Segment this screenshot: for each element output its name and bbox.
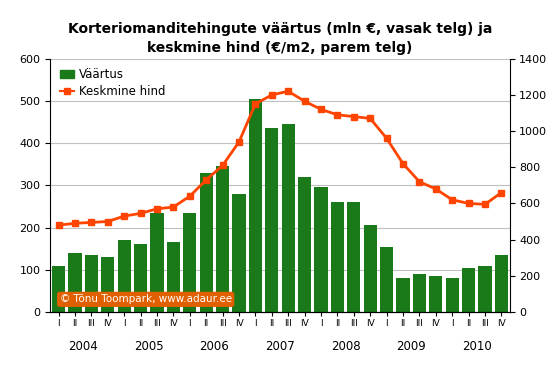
Text: 2004: 2004 <box>68 340 98 353</box>
Bar <box>446 278 459 312</box>
Text: 2005: 2005 <box>134 340 164 353</box>
Text: 2006: 2006 <box>199 340 229 353</box>
Bar <box>216 166 229 312</box>
Bar <box>183 213 197 312</box>
Bar <box>478 266 492 312</box>
Text: © Tõnu Toompark, www.adaur.ee: © Tõnu Toompark, www.adaur.ee <box>59 294 232 304</box>
Text: 2010: 2010 <box>462 340 492 353</box>
Bar <box>101 257 114 312</box>
Bar <box>167 242 180 312</box>
Bar <box>151 213 164 312</box>
Bar <box>430 276 442 312</box>
Bar <box>134 244 147 312</box>
Bar <box>118 240 131 312</box>
Bar <box>380 247 393 312</box>
Legend: Väärtus, Keskmine hind: Väärtus, Keskmine hind <box>57 65 169 101</box>
Bar <box>200 173 213 312</box>
Bar <box>315 188 328 312</box>
Bar <box>265 128 278 312</box>
Text: 2008: 2008 <box>331 340 361 353</box>
Bar <box>232 194 245 312</box>
Bar <box>282 124 295 312</box>
Bar <box>52 266 65 312</box>
Text: 2007: 2007 <box>265 340 295 353</box>
Bar <box>347 202 361 312</box>
Bar <box>85 255 98 312</box>
Bar <box>363 225 377 312</box>
Bar <box>413 274 426 312</box>
Bar <box>396 278 409 312</box>
Text: 2009: 2009 <box>396 340 426 353</box>
Bar <box>331 202 344 312</box>
Bar <box>495 255 508 312</box>
Bar <box>298 177 311 312</box>
Bar <box>249 99 262 312</box>
Bar <box>68 253 82 312</box>
Bar <box>462 268 475 312</box>
Title: Korteriomanditehingute väärtus (mln €, vasak telg) ja
keskmine hind (€/m2, parem: Korteriomanditehingute väärtus (mln €, v… <box>68 22 492 55</box>
